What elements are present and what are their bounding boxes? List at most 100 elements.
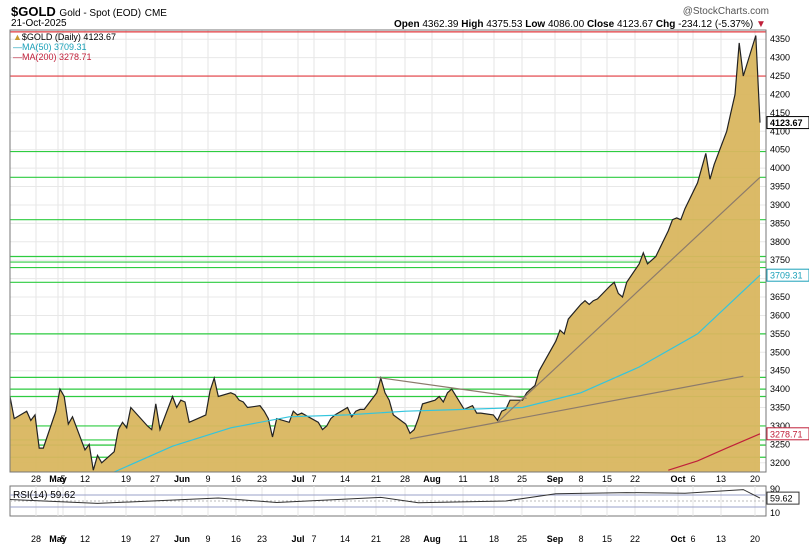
symbol-description: Gold - Spot (EOD) <box>59 8 142 19</box>
x-tick-label: May <box>49 474 67 484</box>
y-tick-label: 3850 <box>770 218 790 228</box>
y-tick-label: 3750 <box>770 255 790 265</box>
x-tick-label: 6 <box>690 474 695 484</box>
chart-symbol: $GOLD Gold - Spot (EOD) CME <box>11 4 167 19</box>
value-tag-box <box>766 427 809 441</box>
rsi-value-tag-label: 59.62 <box>770 494 793 504</box>
rsi-y-tick-label: 90 <box>770 484 780 494</box>
x-tick-label: 5 <box>60 474 65 484</box>
y-tick-label: 3900 <box>770 200 790 210</box>
y-tick-label: 4150 <box>770 108 790 118</box>
x-tick-label: 28 <box>400 534 410 544</box>
high-label: High <box>461 19 484 30</box>
open-label: Open <box>394 19 420 30</box>
x-tick-label: 9 <box>205 474 210 484</box>
value-tag-label: 4123.67 <box>770 118 803 128</box>
x-tick-label: 16 <box>231 534 241 544</box>
x-tick-label: 5 <box>60 534 65 544</box>
open-value: 4362.39 <box>422 19 459 30</box>
x-tick-label: 18 <box>489 534 499 544</box>
y-tick-label: 4100 <box>770 126 790 136</box>
x-tick-label: 20 <box>750 474 760 484</box>
y-tick-label: 3250 <box>770 439 790 449</box>
y-tick-label: 3600 <box>770 310 790 320</box>
close-value: 4123.67 <box>616 19 654 30</box>
rsi-panel: 10509059.62 <box>9 484 800 518</box>
price-panel-frame <box>9 29 767 473</box>
value-tags: 4123.67 3709.31 3278.71 <box>766 116 809 441</box>
chart-date: 21-Oct-2025 <box>11 18 67 29</box>
legend-rsi: RSI(14) 59.62 <box>13 490 75 501</box>
x-tick-label: 22 <box>630 534 640 544</box>
value-tag-box <box>766 116 809 130</box>
brand-watermark: @StockCharts.com <box>682 6 769 17</box>
x-tick-label: 12 <box>80 534 90 544</box>
x-tick-label: 28 <box>31 534 41 544</box>
y-tick-label: 4200 <box>770 89 790 99</box>
x-tick-label: Jun <box>174 474 190 484</box>
chg-label: Chg <box>655 19 676 30</box>
line-icon: — <box>13 52 22 62</box>
x-tick-label: 22 <box>630 474 640 484</box>
ma200-line <box>668 433 761 471</box>
exchange: CME <box>144 8 167 19</box>
legend-ma200: —MA(200) 3278.71 <box>13 52 92 62</box>
ohlc-readout: Open 4362.39 High 4375.53 Low 4086.00 Cl… <box>394 19 766 30</box>
value-tag-box <box>766 268 809 282</box>
y-tick-label: 3400 <box>770 384 790 394</box>
x-tick-label: 7 <box>311 474 316 484</box>
price-line <box>9 35 761 471</box>
trendline <box>376 376 527 399</box>
x-tick-label: 12 <box>80 474 90 484</box>
y-tick-label: 4000 <box>770 163 790 173</box>
trendline <box>497 176 761 423</box>
x-tick-label: 13 <box>716 474 726 484</box>
high-value: 4375.53 <box>486 19 523 30</box>
x-tick-label: 19 <box>121 534 131 544</box>
x-tick-label: Jun <box>174 534 190 544</box>
x-tick-label: 7 <box>311 534 316 544</box>
x-tick-label: Sep <box>547 534 564 544</box>
x-tick-label: 28 <box>400 474 410 484</box>
legend-ma200-label: MA(200) 3278.71 <box>22 52 92 62</box>
x-tick-label: 9 <box>205 534 210 544</box>
x-tick-label: 25 <box>517 534 527 544</box>
x-tick-label: Sep <box>547 474 564 484</box>
legend-ma50-label: MA(50) 3709.31 <box>22 42 87 52</box>
y-tick-label: 3550 <box>770 329 790 339</box>
price-series <box>9 35 761 472</box>
y-tick-label: 3500 <box>770 347 790 357</box>
x-tick-label: 21 <box>371 534 381 544</box>
rsi-value-tag-box <box>766 491 800 505</box>
x-tick-label: 23 <box>257 534 267 544</box>
x-tick-label: 20 <box>750 534 760 544</box>
value-tag-label: 3709.31 <box>770 271 803 281</box>
value-tag-label: 3278.71 <box>770 429 803 439</box>
legend-price: ▲$GOLD (Daily) 4123.67 <box>13 32 116 42</box>
x-tick-label: 15 <box>602 474 612 484</box>
x-tick-label: 11 <box>458 474 467 484</box>
x-tick-label: 6 <box>690 534 695 544</box>
y-tick-label: 4050 <box>770 145 790 155</box>
moving-averages <box>113 274 761 473</box>
x-tick-label: 18 <box>489 474 499 484</box>
x-tick-label: 19 <box>121 474 131 484</box>
x-tick-label: Aug <box>423 474 441 484</box>
rsi-line <box>9 489 761 504</box>
x-tick-label: 25 <box>517 474 527 484</box>
y-tick-label: 3800 <box>770 237 790 247</box>
close-label: Close <box>586 19 615 30</box>
x-tick-label: 8 <box>578 534 583 544</box>
x-tick-label: 27 <box>150 534 160 544</box>
x-tick-label: 14 <box>340 474 350 484</box>
x-tick-label: 21 <box>371 474 381 484</box>
y-tick-label: 3950 <box>770 182 790 192</box>
legend-price-label: $GOLD (Daily) 4123.67 <box>21 32 116 42</box>
y-tick-label: 3300 <box>770 421 790 431</box>
line-icon: — <box>13 42 22 52</box>
ma50-line <box>113 274 761 473</box>
x-tick-label: 23 <box>257 474 267 484</box>
